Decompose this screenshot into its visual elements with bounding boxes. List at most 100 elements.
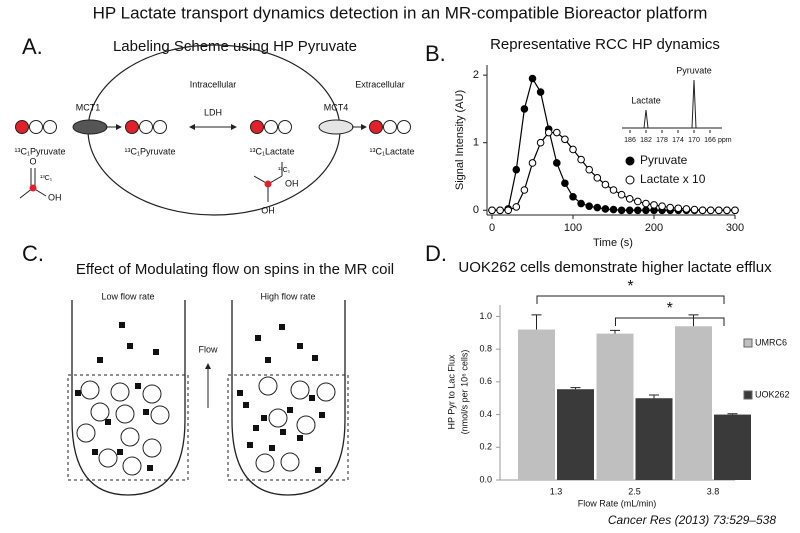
inset-tick-label: 182	[640, 137, 652, 144]
spin-square	[127, 343, 133, 349]
spin-square	[153, 349, 159, 355]
inset-tick-label: 178	[656, 137, 668, 144]
significance-bracket	[536, 295, 725, 304]
data-point	[593, 174, 602, 182]
significance-label: *	[627, 278, 633, 295]
data-point	[617, 190, 626, 199]
data-point	[561, 135, 569, 144]
atom-label: O	[29, 156, 36, 166]
spectrum-peak	[691, 79, 697, 129]
data-point	[553, 159, 561, 167]
bar	[557, 389, 594, 480]
legend-marker	[625, 175, 635, 185]
spin-square	[279, 324, 285, 330]
spin-square	[105, 419, 111, 425]
error-bar	[610, 329, 620, 334]
spin-square	[269, 445, 275, 451]
bar	[518, 329, 555, 480]
atom-label: ¹³C₁	[40, 175, 53, 182]
y-tick-label: 1	[473, 137, 479, 149]
y-axis-label: HP Pyr to Lac Flux	[446, 354, 456, 429]
spin-circle	[316, 382, 336, 402]
atom-label: OH	[261, 205, 275, 215]
x-tick-label: 200	[645, 222, 663, 234]
atom-label: OH	[48, 192, 62, 202]
region-label: Extracellular	[355, 79, 405, 89]
data-point	[658, 202, 666, 211]
citation: Cancer Res (2013) 73:529–538	[608, 513, 776, 527]
condition-label: Low flow rate	[101, 291, 154, 301]
inset-tick-label: 170	[688, 137, 700, 144]
legend-label: Pyruvate	[640, 153, 688, 167]
spectrum-peak	[643, 109, 649, 129]
panel-label: D.	[425, 241, 447, 266]
compound-label: ¹³C₁Pyruvate	[124, 146, 175, 156]
x-axis-label: Time (s)	[593, 237, 633, 249]
spin-square	[75, 390, 81, 396]
peak-label: Lactate	[631, 95, 661, 105]
chart-title: Representative RCC HP dynamics	[490, 36, 720, 53]
spin-circle	[122, 456, 142, 476]
data-point	[593, 203, 602, 212]
data-point	[666, 203, 675, 212]
data-point	[488, 206, 496, 215]
compound-label: ¹³C₁Lactate	[249, 146, 294, 156]
legend-label: UOK262	[755, 389, 790, 399]
data-point	[682, 205, 691, 213]
inset-tick-label: 186	[624, 137, 636, 144]
spin-square	[119, 322, 125, 328]
panel-c: C. Effect of Modulating flow on spins in…	[22, 241, 394, 496]
spin-circle	[115, 404, 135, 424]
spin-square	[253, 425, 259, 431]
spin-circle	[90, 402, 110, 422]
spin-circle	[142, 384, 162, 404]
spin-square	[135, 383, 141, 389]
spin-circle	[120, 427, 140, 447]
carbons	[15, 120, 411, 134]
spin-circle	[296, 415, 316, 435]
y-axis-label: (nmol/s per 10⁶ cells)	[459, 350, 469, 435]
y-tick-label: 0.2	[479, 442, 492, 452]
figure-title: HP Lactate transport dynamics detection …	[93, 3, 708, 22]
bar	[635, 398, 673, 480]
spin-square	[97, 357, 103, 363]
region-label: Intracellular	[190, 79, 237, 89]
spin-square	[117, 449, 123, 455]
significance-bracket	[615, 317, 725, 326]
data-point	[536, 138, 545, 147]
transporter-label: MCT4	[324, 102, 349, 112]
data-point	[601, 180, 610, 189]
data-point	[536, 88, 545, 96]
coil-region	[227, 374, 349, 481]
data-point	[585, 165, 594, 174]
panel-title: Effect of Modulating flow on spins in th…	[76, 261, 394, 278]
coil-region	[67, 374, 189, 481]
compound-label: ¹³C₁Lactate	[369, 146, 414, 156]
data-point	[601, 205, 610, 213]
error-bar	[531, 314, 542, 330]
legend-label: UMRC6	[755, 337, 787, 347]
data-point	[642, 206, 650, 215]
legend-swatch	[743, 390, 753, 400]
spin-square	[319, 412, 325, 418]
coil-tube	[71, 300, 186, 496]
panel-label: A.	[22, 34, 43, 59]
data-point	[504, 206, 513, 215]
legend-swatch	[743, 338, 753, 348]
spin-square	[265, 357, 271, 363]
x-tick-label: 2.5	[628, 486, 641, 496]
y-tick-label: 1.0	[479, 311, 492, 321]
transporter	[72, 119, 108, 135]
data-point	[577, 155, 585, 164]
data-point	[512, 165, 521, 174]
data-point	[609, 205, 618, 214]
transporter-label: MCT1	[76, 102, 101, 112]
data-point	[625, 206, 634, 215]
data-point	[634, 206, 642, 215]
legend-label: Lactate x 10	[640, 172, 706, 186]
data-point	[698, 206, 707, 215]
x-tick-label: 300	[726, 222, 744, 234]
spin-square	[287, 407, 293, 413]
spin-circle	[268, 408, 288, 428]
error-bar	[688, 314, 699, 327]
